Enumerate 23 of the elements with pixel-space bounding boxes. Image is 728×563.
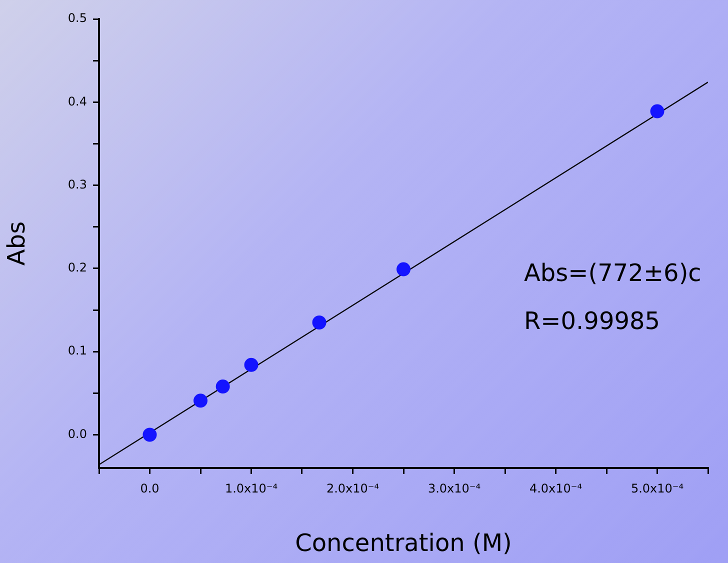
point xyxy=(312,315,326,330)
point xyxy=(396,262,410,276)
x-tick-label: 4.0x10⁻⁴ xyxy=(529,481,582,496)
y-tick-label: 0.3 xyxy=(68,177,87,192)
point xyxy=(142,428,157,442)
y-tick-label: 0.0 xyxy=(68,426,87,441)
y-tick-label: 0.2 xyxy=(68,260,87,275)
x-tick-label: 5.0x10⁻⁴ xyxy=(630,481,684,496)
annotation: Abs=(772±6)c xyxy=(524,259,702,287)
x-tick-label: 1.0x10⁻⁴ xyxy=(224,481,278,496)
y-axis-title: Abs xyxy=(2,221,31,266)
point xyxy=(194,394,208,408)
point xyxy=(650,104,664,118)
x-tick-label: 0.0 xyxy=(140,481,160,496)
point xyxy=(244,358,258,372)
y-tick-label: 0.4 xyxy=(68,94,87,108)
point xyxy=(216,380,230,394)
y-tick-label: 0.5 xyxy=(68,11,87,26)
x-axis-title: Concentration (M) xyxy=(295,528,512,557)
y-tick-label: 0.1 xyxy=(68,344,87,358)
x-tick-label: 2.0x10⁻⁴ xyxy=(326,481,380,496)
x-tick-label: 3.0x10⁻⁴ xyxy=(428,481,481,496)
annotation: R=0.99985 xyxy=(524,307,660,335)
